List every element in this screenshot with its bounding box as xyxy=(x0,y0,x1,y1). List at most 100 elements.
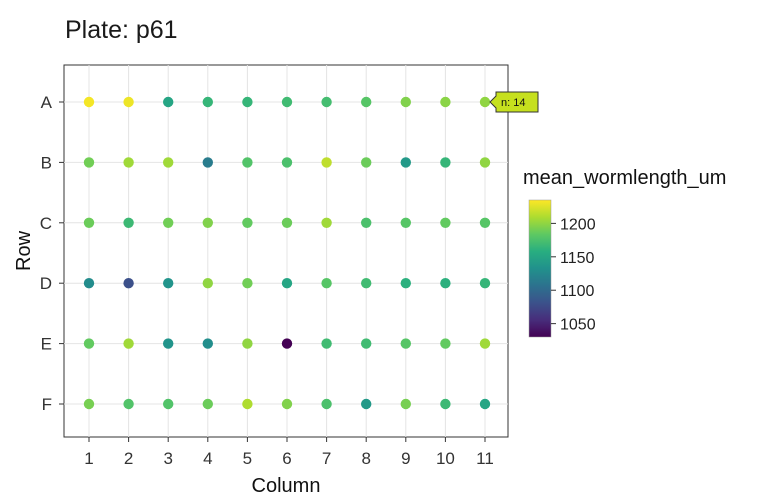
data-point[interactable] xyxy=(163,97,173,107)
x-tick-label: 2 xyxy=(124,449,133,468)
data-point[interactable] xyxy=(282,338,292,348)
data-point[interactable] xyxy=(282,97,292,107)
y-tick-label: B xyxy=(41,153,52,172)
data-point[interactable] xyxy=(361,278,371,288)
x-tick-label: 6 xyxy=(282,449,291,468)
legend-tick-label: 1200 xyxy=(560,216,596,233)
data-point[interactable] xyxy=(480,218,490,228)
data-point[interactable] xyxy=(401,338,411,348)
legend-ticks: 1200 1150 1100 1050 xyxy=(551,216,596,333)
legend-title: mean_wormlength_um xyxy=(523,167,726,189)
data-point[interactable] xyxy=(480,338,490,348)
data-point[interactable] xyxy=(203,399,213,409)
data-point[interactable] xyxy=(123,278,133,288)
x-tick-label: 5 xyxy=(243,449,252,468)
colorbar-legend: mean_wormlength_um 1200 1150 1100 1050 xyxy=(523,167,726,337)
data-point[interactable] xyxy=(361,338,371,348)
data-point[interactable] xyxy=(321,97,331,107)
data-point[interactable] xyxy=(321,399,331,409)
data-point[interactable] xyxy=(321,278,331,288)
data-point[interactable] xyxy=(480,278,490,288)
data-point[interactable] xyxy=(123,157,133,167)
data-point[interactable] xyxy=(84,157,94,167)
y-tick-label: F xyxy=(42,395,52,414)
data-point[interactable] xyxy=(123,338,133,348)
data-point[interactable] xyxy=(84,97,94,107)
plot-frame xyxy=(64,65,508,437)
data-point[interactable] xyxy=(242,218,252,228)
data-point[interactable] xyxy=(282,218,292,228)
y-tick-label: E xyxy=(41,335,52,354)
data-point[interactable] xyxy=(361,399,371,409)
data-point[interactable] xyxy=(163,399,173,409)
data-point[interactable] xyxy=(242,97,252,107)
data-point[interactable] xyxy=(321,338,331,348)
data-point[interactable] xyxy=(123,97,133,107)
data-point[interactable] xyxy=(84,278,94,288)
data-point[interactable] xyxy=(282,278,292,288)
legend-tick-label: 1050 xyxy=(560,317,596,334)
data-point[interactable] xyxy=(361,157,371,167)
data-point[interactable] xyxy=(203,218,213,228)
data-point[interactable] xyxy=(361,218,371,228)
data-point[interactable] xyxy=(361,97,371,107)
y-axis-title: Row xyxy=(13,230,35,271)
y-tick-label: A xyxy=(41,93,53,112)
legend-tick-label: 1150 xyxy=(560,250,595,267)
x-axis-ticks: 1 2 3 4 5 6 7 8 9 10 11 xyxy=(84,437,494,468)
data-point[interactable] xyxy=(321,157,331,167)
data-point[interactable] xyxy=(401,97,411,107)
x-tick-label: 3 xyxy=(163,449,172,468)
y-tick-label: C xyxy=(40,214,52,233)
data-point[interactable] xyxy=(440,97,450,107)
data-point[interactable] xyxy=(480,157,490,167)
tooltip-text: n: 14 xyxy=(501,97,525,109)
data-point[interactable] xyxy=(242,278,252,288)
data-point[interactable] xyxy=(401,157,411,167)
x-tick-label: 10 xyxy=(436,449,455,468)
y-axis-ticks: A B C D E F xyxy=(40,93,64,414)
data-point[interactable] xyxy=(440,278,450,288)
data-point[interactable] xyxy=(203,338,213,348)
data-point[interactable] xyxy=(321,218,331,228)
x-tick-label: 9 xyxy=(401,449,410,468)
data-point[interactable] xyxy=(84,338,94,348)
hover-tooltip: n: 14 xyxy=(490,92,538,112)
x-tick-label: 8 xyxy=(361,449,370,468)
data-point[interactable] xyxy=(242,338,252,348)
data-point[interactable] xyxy=(440,338,450,348)
data-point[interactable] xyxy=(163,338,173,348)
data-point[interactable] xyxy=(203,157,213,167)
data-point[interactable] xyxy=(440,399,450,409)
data-point[interactable] xyxy=(84,218,94,228)
data-point[interactable] xyxy=(480,97,490,107)
data-point[interactable] xyxy=(282,157,292,167)
data-point[interactable] xyxy=(123,218,133,228)
x-tick-label: 7 xyxy=(322,449,331,468)
data-point[interactable] xyxy=(203,97,213,107)
colorbar xyxy=(529,200,551,337)
data-point[interactable] xyxy=(282,399,292,409)
data-point[interactable] xyxy=(242,399,252,409)
data-point[interactable] xyxy=(163,218,173,228)
x-tick-label: 4 xyxy=(203,449,212,468)
legend-tick-label: 1100 xyxy=(560,283,595,300)
data-point[interactable] xyxy=(163,278,173,288)
y-tick-label: D xyxy=(40,274,52,293)
data-point[interactable] xyxy=(123,399,133,409)
data-point[interactable] xyxy=(401,278,411,288)
chart-title: Plate: p61 xyxy=(65,16,178,44)
data-point[interactable] xyxy=(84,399,94,409)
data-point[interactable] xyxy=(440,157,450,167)
data-point[interactable] xyxy=(163,157,173,167)
data-point[interactable] xyxy=(480,399,490,409)
data-point[interactable] xyxy=(401,218,411,228)
x-tick-label: 1 xyxy=(84,449,93,468)
data-point[interactable] xyxy=(203,278,213,288)
x-tick-label: 11 xyxy=(476,449,494,468)
data-point[interactable] xyxy=(401,399,411,409)
x-axis-title: Column xyxy=(252,475,321,497)
data-point[interactable] xyxy=(242,157,252,167)
data-point[interactable] xyxy=(440,218,450,228)
